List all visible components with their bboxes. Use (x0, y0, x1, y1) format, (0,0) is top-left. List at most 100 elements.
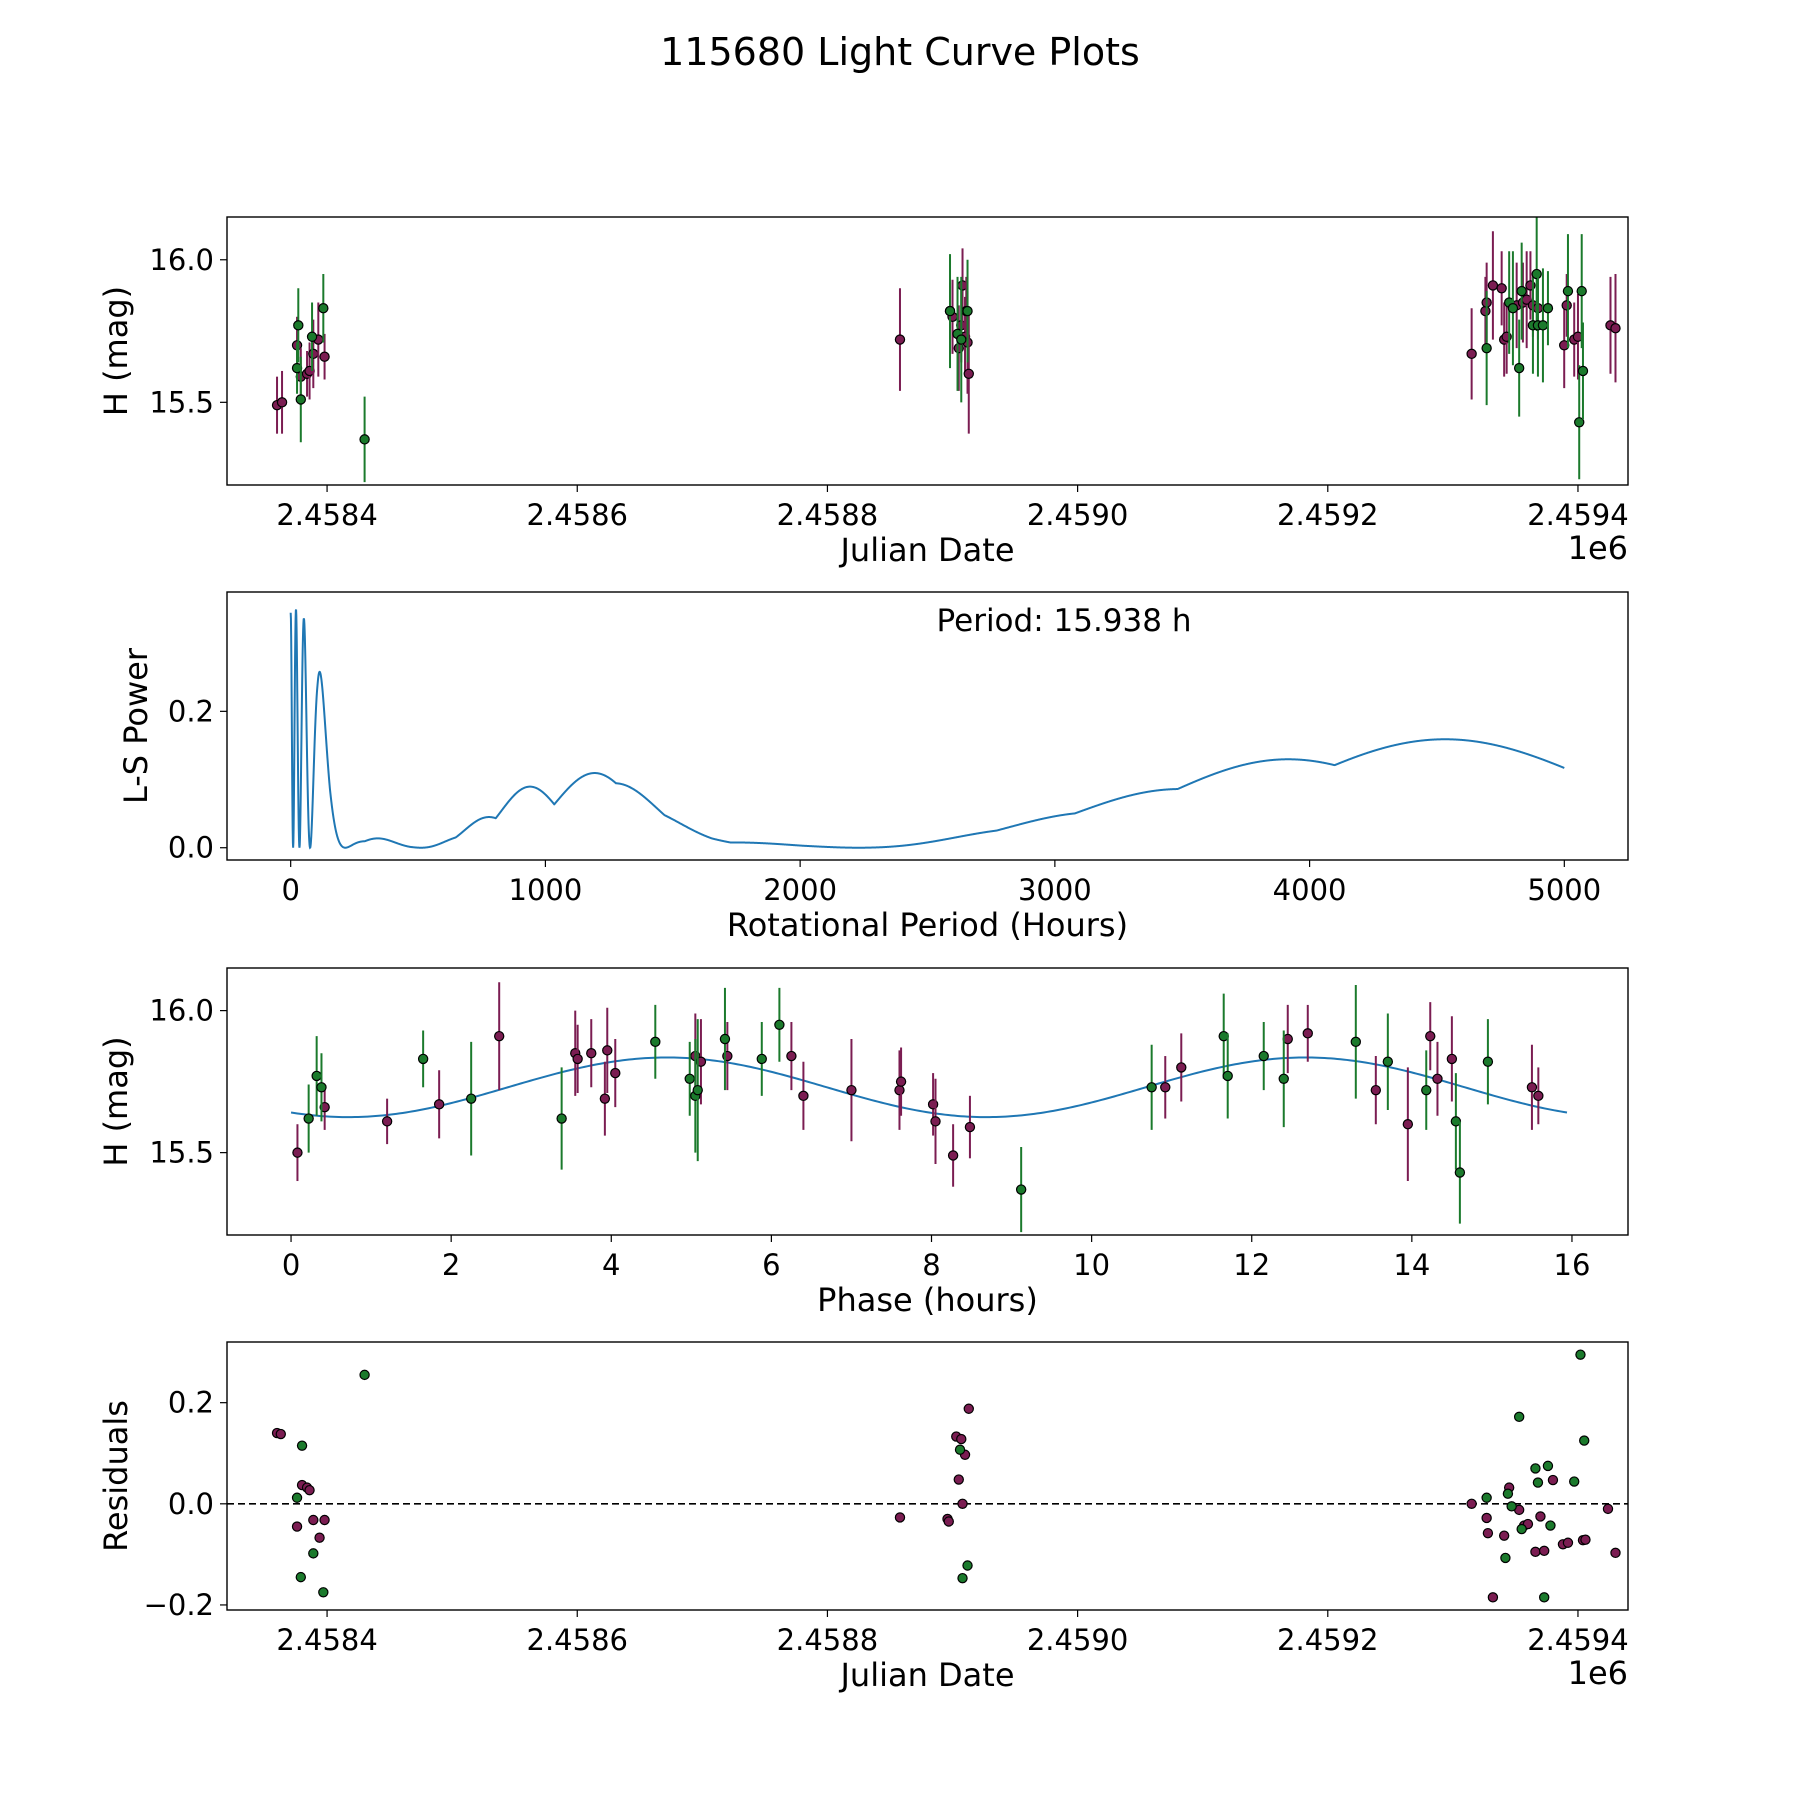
data-point-green (1537, 320, 1549, 331)
x-axis-label: Julian Date (838, 531, 1014, 569)
data-point-green (1531, 268, 1542, 280)
data-point-purple (963, 368, 974, 380)
axes-frame (226, 1341, 1629, 1611)
panel-periodogram: 0 1000 2000 3000 4000 5000 0.0 0.2 Rotational Pe… (117, 591, 1629, 944)
axes-frame (226, 216, 1629, 486)
data-point-purple (894, 334, 906, 345)
data-point-green (296, 1440, 308, 1451)
data-point-green (1579, 1435, 1590, 1446)
data-point-green (293, 320, 304, 331)
data-point-purple (586, 1048, 597, 1059)
data-point-green (1530, 1463, 1541, 1474)
data-point-purple (798, 1090, 809, 1102)
data-point-purple (1602, 1503, 1614, 1515)
x-tick-label: 2.4588 (777, 1623, 878, 1657)
data-point-purple (433, 1099, 445, 1110)
data-point-purple (1302, 1028, 1313, 1039)
panels: 2.4584 2.4586 2.4588 2.4590 2.4592 2.4594 15.5… (97, 216, 1629, 1694)
data-point-purple (1480, 305, 1491, 317)
x-tick-label: 0 (281, 873, 299, 907)
y-tick-label: 0.2 (168, 1386, 214, 1420)
x-tick-label: 1000 (509, 873, 583, 907)
y-tick-label: 15.5 (149, 1136, 214, 1170)
data-point-green (295, 394, 307, 405)
data-point-green (692, 1084, 703, 1096)
data-point-purple (1610, 322, 1621, 334)
data-point-purple (1496, 283, 1507, 294)
data-point-green (1576, 285, 1587, 297)
data-point-green (1575, 1349, 1586, 1360)
x-tick-label: 2.4584 (276, 1623, 377, 1657)
panel-phased: 0 2 4 6 8 10 12 14 16 15.5 16.0 Phase (hours) H (mag… (97, 967, 1629, 1319)
data-point-green (465, 1093, 477, 1104)
data-point-purple (276, 397, 288, 408)
x-tick-label: 2.4590 (1027, 498, 1128, 532)
data-point-green (359, 434, 370, 445)
data-point-green (306, 331, 318, 342)
data-point-purple (1535, 1511, 1546, 1522)
data-point-green (1382, 1056, 1394, 1067)
data-point-purple (1487, 1592, 1499, 1603)
data-point-green (1258, 1050, 1269, 1062)
data-point-green (944, 305, 956, 317)
y-tick-label: 0.0 (168, 831, 214, 865)
data-point-green (1500, 1552, 1511, 1564)
data-point-purple (319, 351, 330, 362)
data-point-purple (947, 1150, 959, 1161)
data-point-green (756, 1053, 767, 1065)
data-point-purple (964, 1121, 976, 1133)
data-point-green (954, 1444, 966, 1455)
data-point-green (1577, 365, 1589, 377)
data-point-green (956, 334, 967, 345)
data-point-purple (953, 1474, 964, 1485)
x-tick-label: 14 (1393, 1248, 1430, 1282)
data-point-purple (1498, 1530, 1510, 1541)
data-point-green (417, 1053, 429, 1065)
plot-area (227, 1349, 1628, 1603)
data-point-green (1454, 1167, 1466, 1178)
data-point-purple (1481, 1512, 1492, 1524)
x-tick-label: 16 (1554, 1248, 1591, 1282)
data-point-green (1481, 1492, 1492, 1503)
data-point-green (1222, 1070, 1233, 1082)
x-axis-label: Julian Date (838, 1656, 1014, 1694)
data-point-purple (1402, 1119, 1414, 1130)
data-point-purple (291, 1521, 303, 1532)
data-point-green (318, 1587, 329, 1598)
x-tick-label: 2.4592 (1277, 1623, 1378, 1657)
x-tick-label: 4 (602, 1248, 620, 1282)
y-tick-label: 0.0 (168, 1487, 214, 1521)
data-point-purple (1160, 1082, 1171, 1093)
data-point-green (556, 1113, 567, 1124)
x-tick-label: 2.4588 (777, 498, 878, 532)
data-point-green (1532, 1477, 1544, 1488)
data-point-purple (1547, 1474, 1559, 1486)
data-point-green (1421, 1084, 1432, 1096)
x-tick-label: 12 (1233, 1248, 1270, 1282)
x-tick-label: 8 (922, 1248, 940, 1282)
data-point-green (1278, 1073, 1289, 1084)
data-point-green (957, 1572, 968, 1584)
data-point-purple (275, 1428, 286, 1440)
data-point-purple (1526, 1082, 1538, 1093)
data-point-green (1562, 285, 1574, 297)
axes-frame (226, 591, 1629, 861)
data-point-purple (1370, 1084, 1382, 1096)
data-point-purple (308, 1514, 319, 1526)
data-point-green (1513, 362, 1525, 374)
data-point-green (316, 1082, 327, 1093)
data-point-green (962, 1560, 973, 1571)
data-point-green (1506, 1501, 1517, 1512)
data-point-purple (292, 1147, 303, 1158)
x-axis-label: Phase (hours) (817, 1281, 1038, 1319)
x-tick-label: 6 (762, 1248, 780, 1282)
data-point-purple (1446, 1053, 1458, 1065)
data-point-purple (602, 1045, 613, 1056)
data-point-purple (1466, 348, 1477, 360)
data-point-purple (1432, 1073, 1443, 1084)
data-point-green (1545, 1520, 1556, 1531)
data-point-purple (895, 1076, 907, 1087)
data-point-purple (572, 1053, 583, 1065)
data-point-purple (846, 1084, 857, 1096)
data-point-green (1502, 1488, 1514, 1499)
